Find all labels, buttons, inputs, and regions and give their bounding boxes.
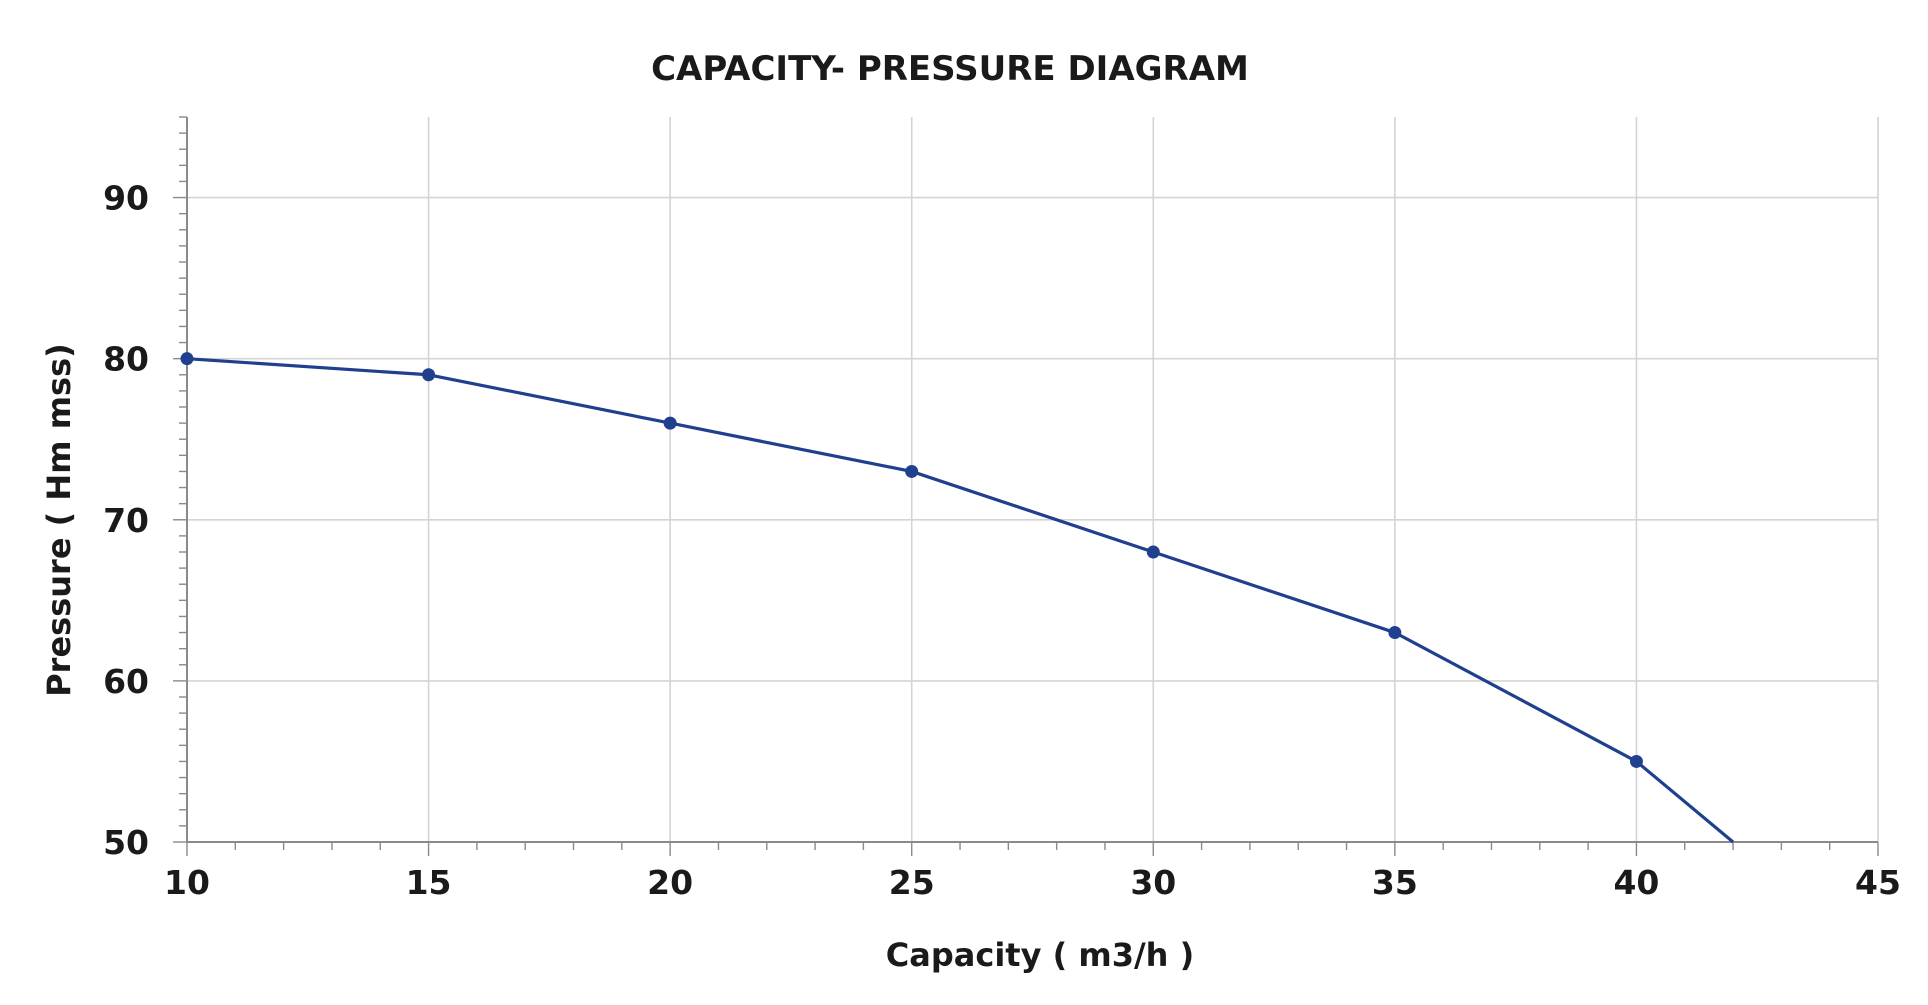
y-tick-label: 90 — [103, 179, 149, 218]
axes — [173, 116, 1879, 856]
data-point — [1629, 754, 1643, 768]
x-tick-label: 20 — [647, 863, 693, 902]
x-tick-label: 30 — [1130, 863, 1176, 902]
grid — [187, 117, 1879, 842]
data-point — [663, 416, 677, 430]
data-point — [1388, 626, 1402, 640]
y-axis-label: Pressure ( Hm mss) — [40, 343, 78, 697]
x-tick-label: 10 — [164, 863, 210, 902]
x-tick-label: 45 — [1855, 863, 1901, 902]
data-point — [422, 368, 436, 382]
data-point — [180, 352, 194, 366]
x-tick-label: 40 — [1613, 863, 1659, 902]
y-tick-label: 60 — [103, 662, 149, 701]
series-line — [186, 357, 1735, 844]
tick-labels: 10 15 20 25 30 35 40 45 50 60 70 80 90 — [103, 179, 1901, 902]
y-tick-label: 80 — [103, 340, 149, 379]
x-tick-label: 15 — [406, 863, 452, 902]
series-layer — [180, 352, 1735, 844]
chart-title: CAPACITY- PRESSURE DIAGRAM — [651, 49, 1249, 89]
x-axis-label: Capacity ( m3/h ) — [886, 936, 1194, 974]
y-tick-label: 50 — [103, 823, 149, 862]
data-point — [1146, 545, 1160, 559]
y-tick-label: 70 — [103, 501, 149, 540]
x-tick-label: 35 — [1372, 863, 1418, 902]
x-tick-label: 25 — [889, 863, 935, 902]
data-point — [905, 464, 919, 478]
